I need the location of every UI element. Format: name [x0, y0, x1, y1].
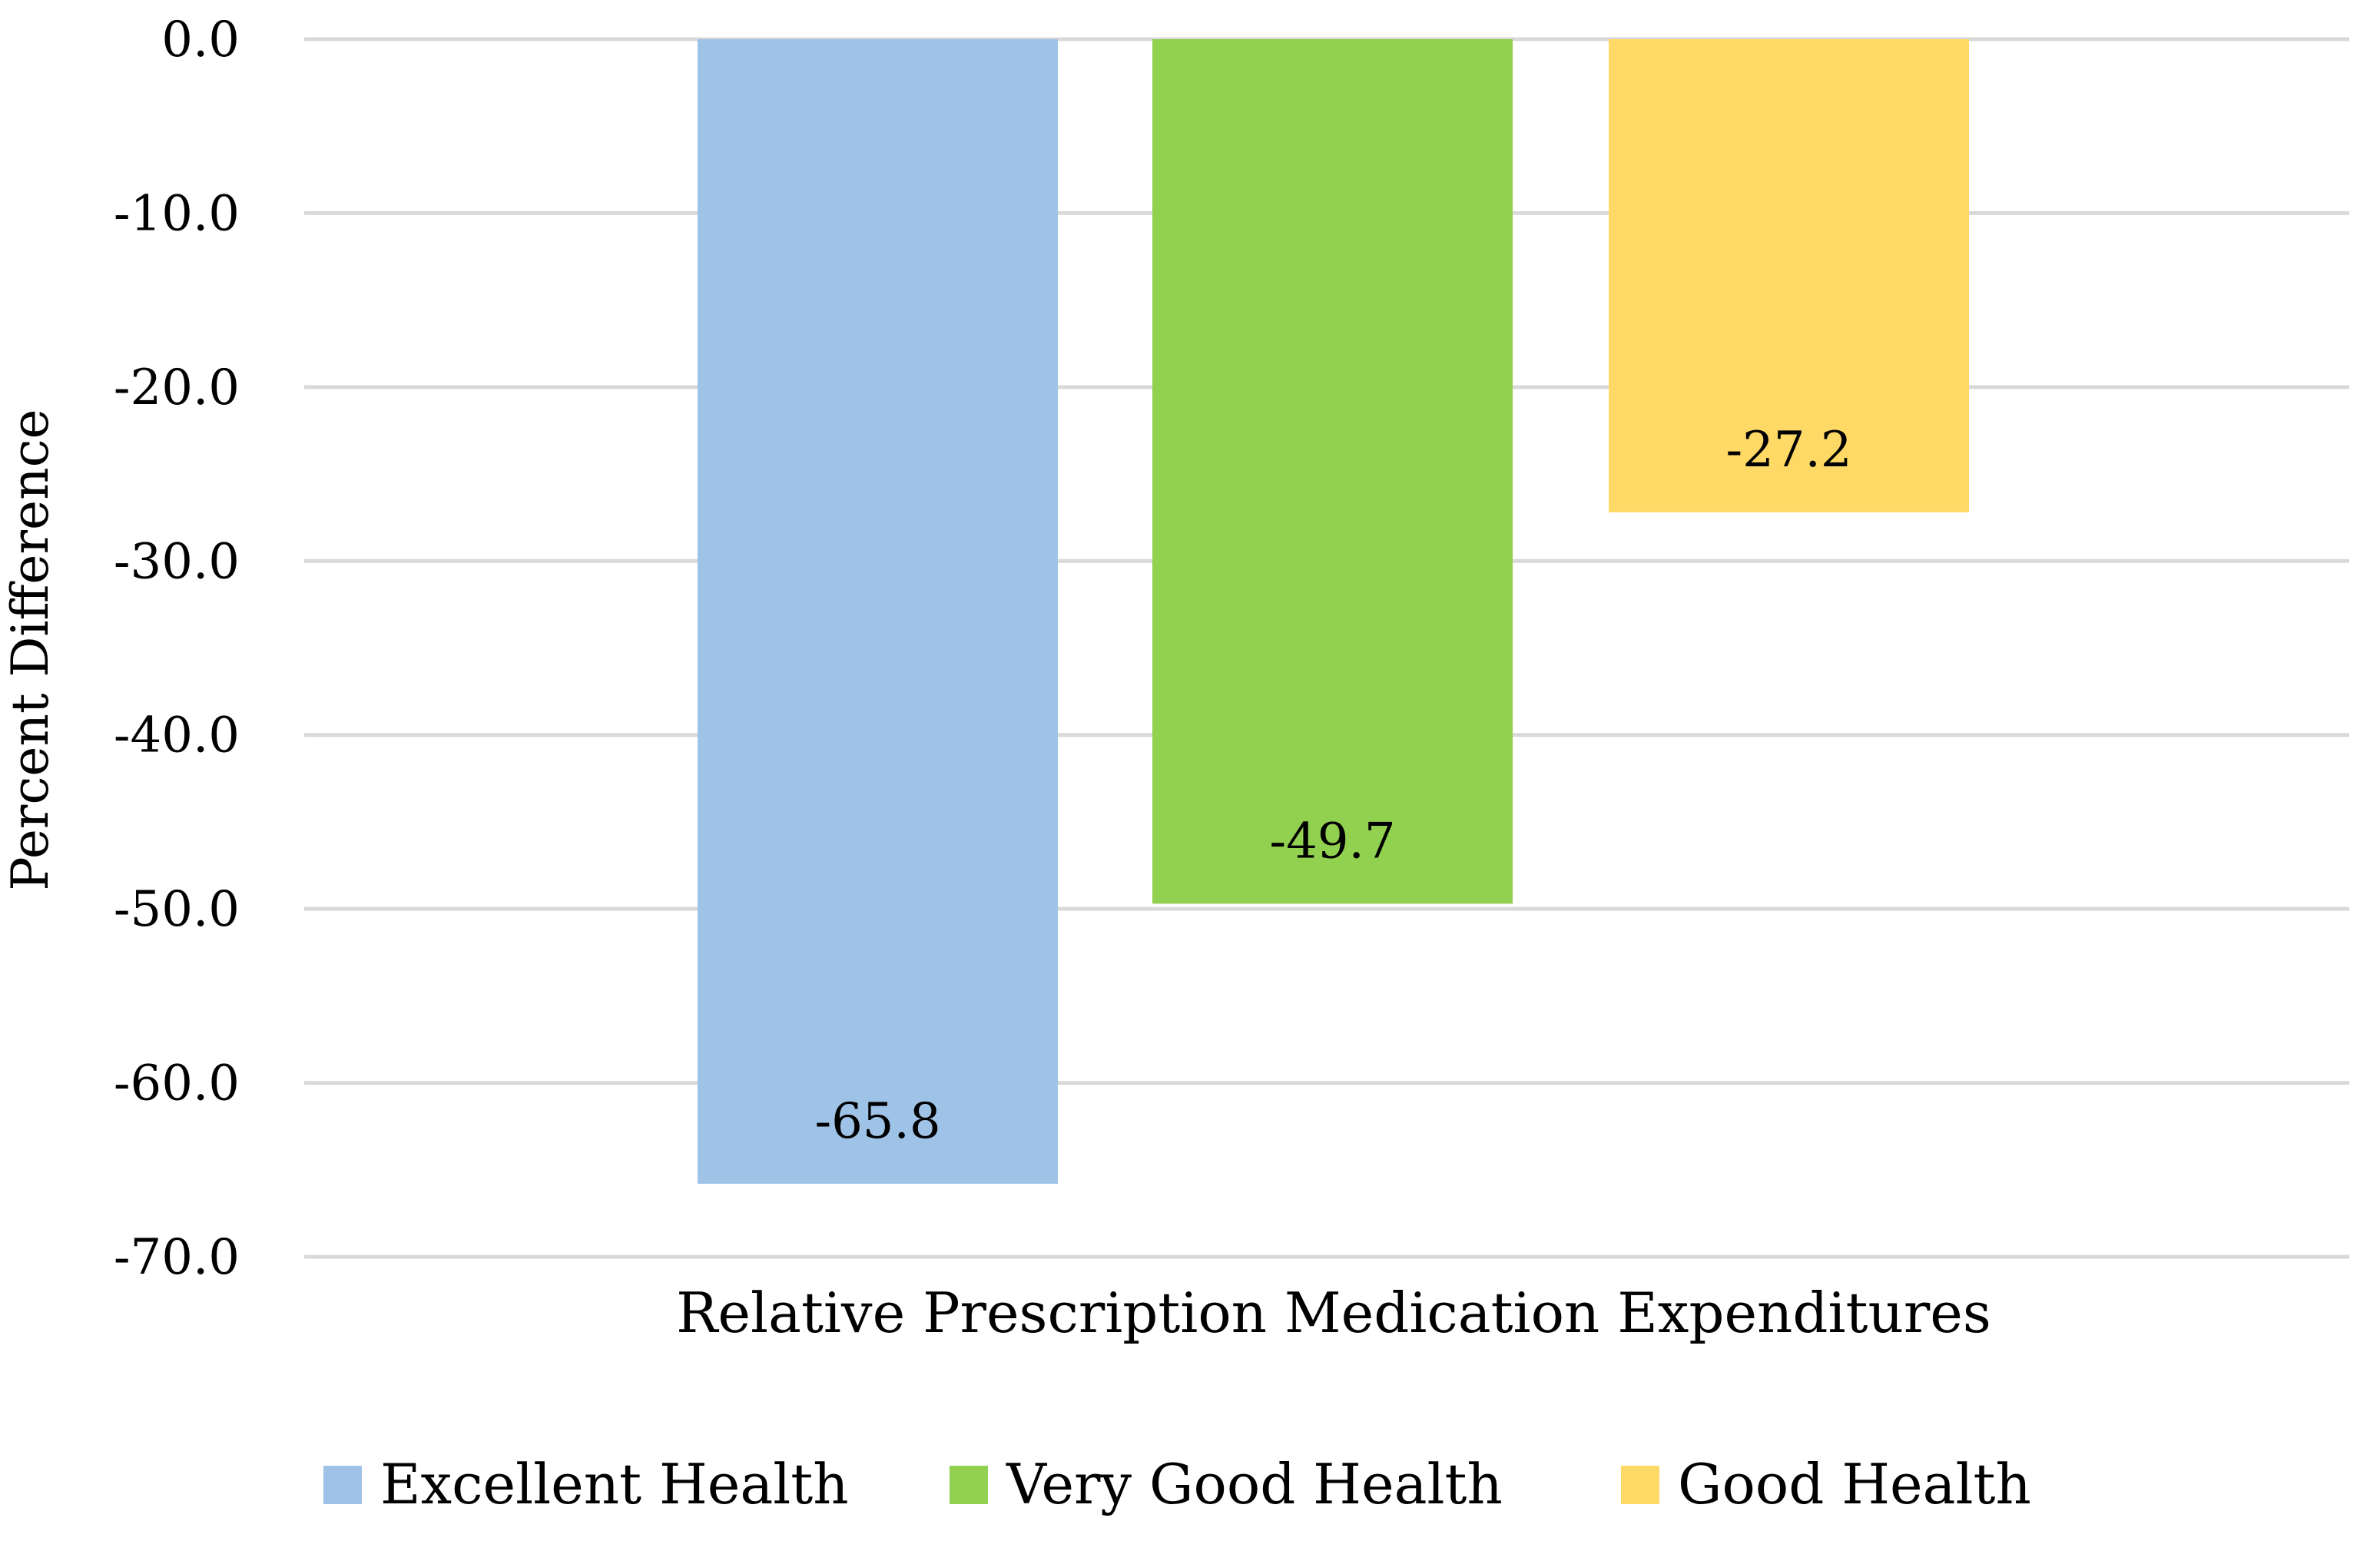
category-label: Relative Prescription Medication Expendi…: [676, 1281, 1991, 1345]
y-axis-ticks: 0.0 -10.0 -20.0 -30.0 -40.0 -50.0 -60.0 -70.0: [114, 12, 240, 1286]
y-tick-label: -70.0: [114, 1229, 240, 1286]
y-tick-label: -40.0: [114, 708, 240, 764]
data-label: -49.7: [1269, 813, 1395, 870]
y-tick-label: -50.0: [114, 881, 240, 938]
legend: Excellent Health Very Good Health Good Hea…: [323, 1452, 2031, 1516]
y-tick-label: 0.0: [161, 12, 240, 68]
y-tick-label: -10.0: [114, 185, 240, 242]
bars: [698, 39, 1969, 1184]
legend-label: Good Health: [1678, 1452, 2031, 1516]
bar-excellent-health: [698, 39, 1058, 1184]
data-label: -65.8: [814, 1093, 940, 1150]
y-tick-label: -30.0: [114, 533, 240, 590]
y-tick-label: -60.0: [114, 1056, 240, 1112]
legend-swatch: [323, 1466, 362, 1504]
legend-label: Very Good Health: [1006, 1452, 1503, 1516]
data-labels: -65.8 -49.7 -27.2: [814, 422, 1851, 1150]
legend-swatch: [1621, 1466, 1659, 1504]
data-label: -27.2: [1725, 422, 1851, 479]
legend-swatch: [950, 1466, 988, 1504]
y-tick-label: -20.0: [114, 360, 240, 416]
legend-label: Excellent Health: [380, 1452, 849, 1516]
y-axis-title: Percent Difference: [1, 409, 60, 890]
bar-very-good-health: [1152, 39, 1513, 904]
bar-good-health: [1609, 39, 1969, 512]
